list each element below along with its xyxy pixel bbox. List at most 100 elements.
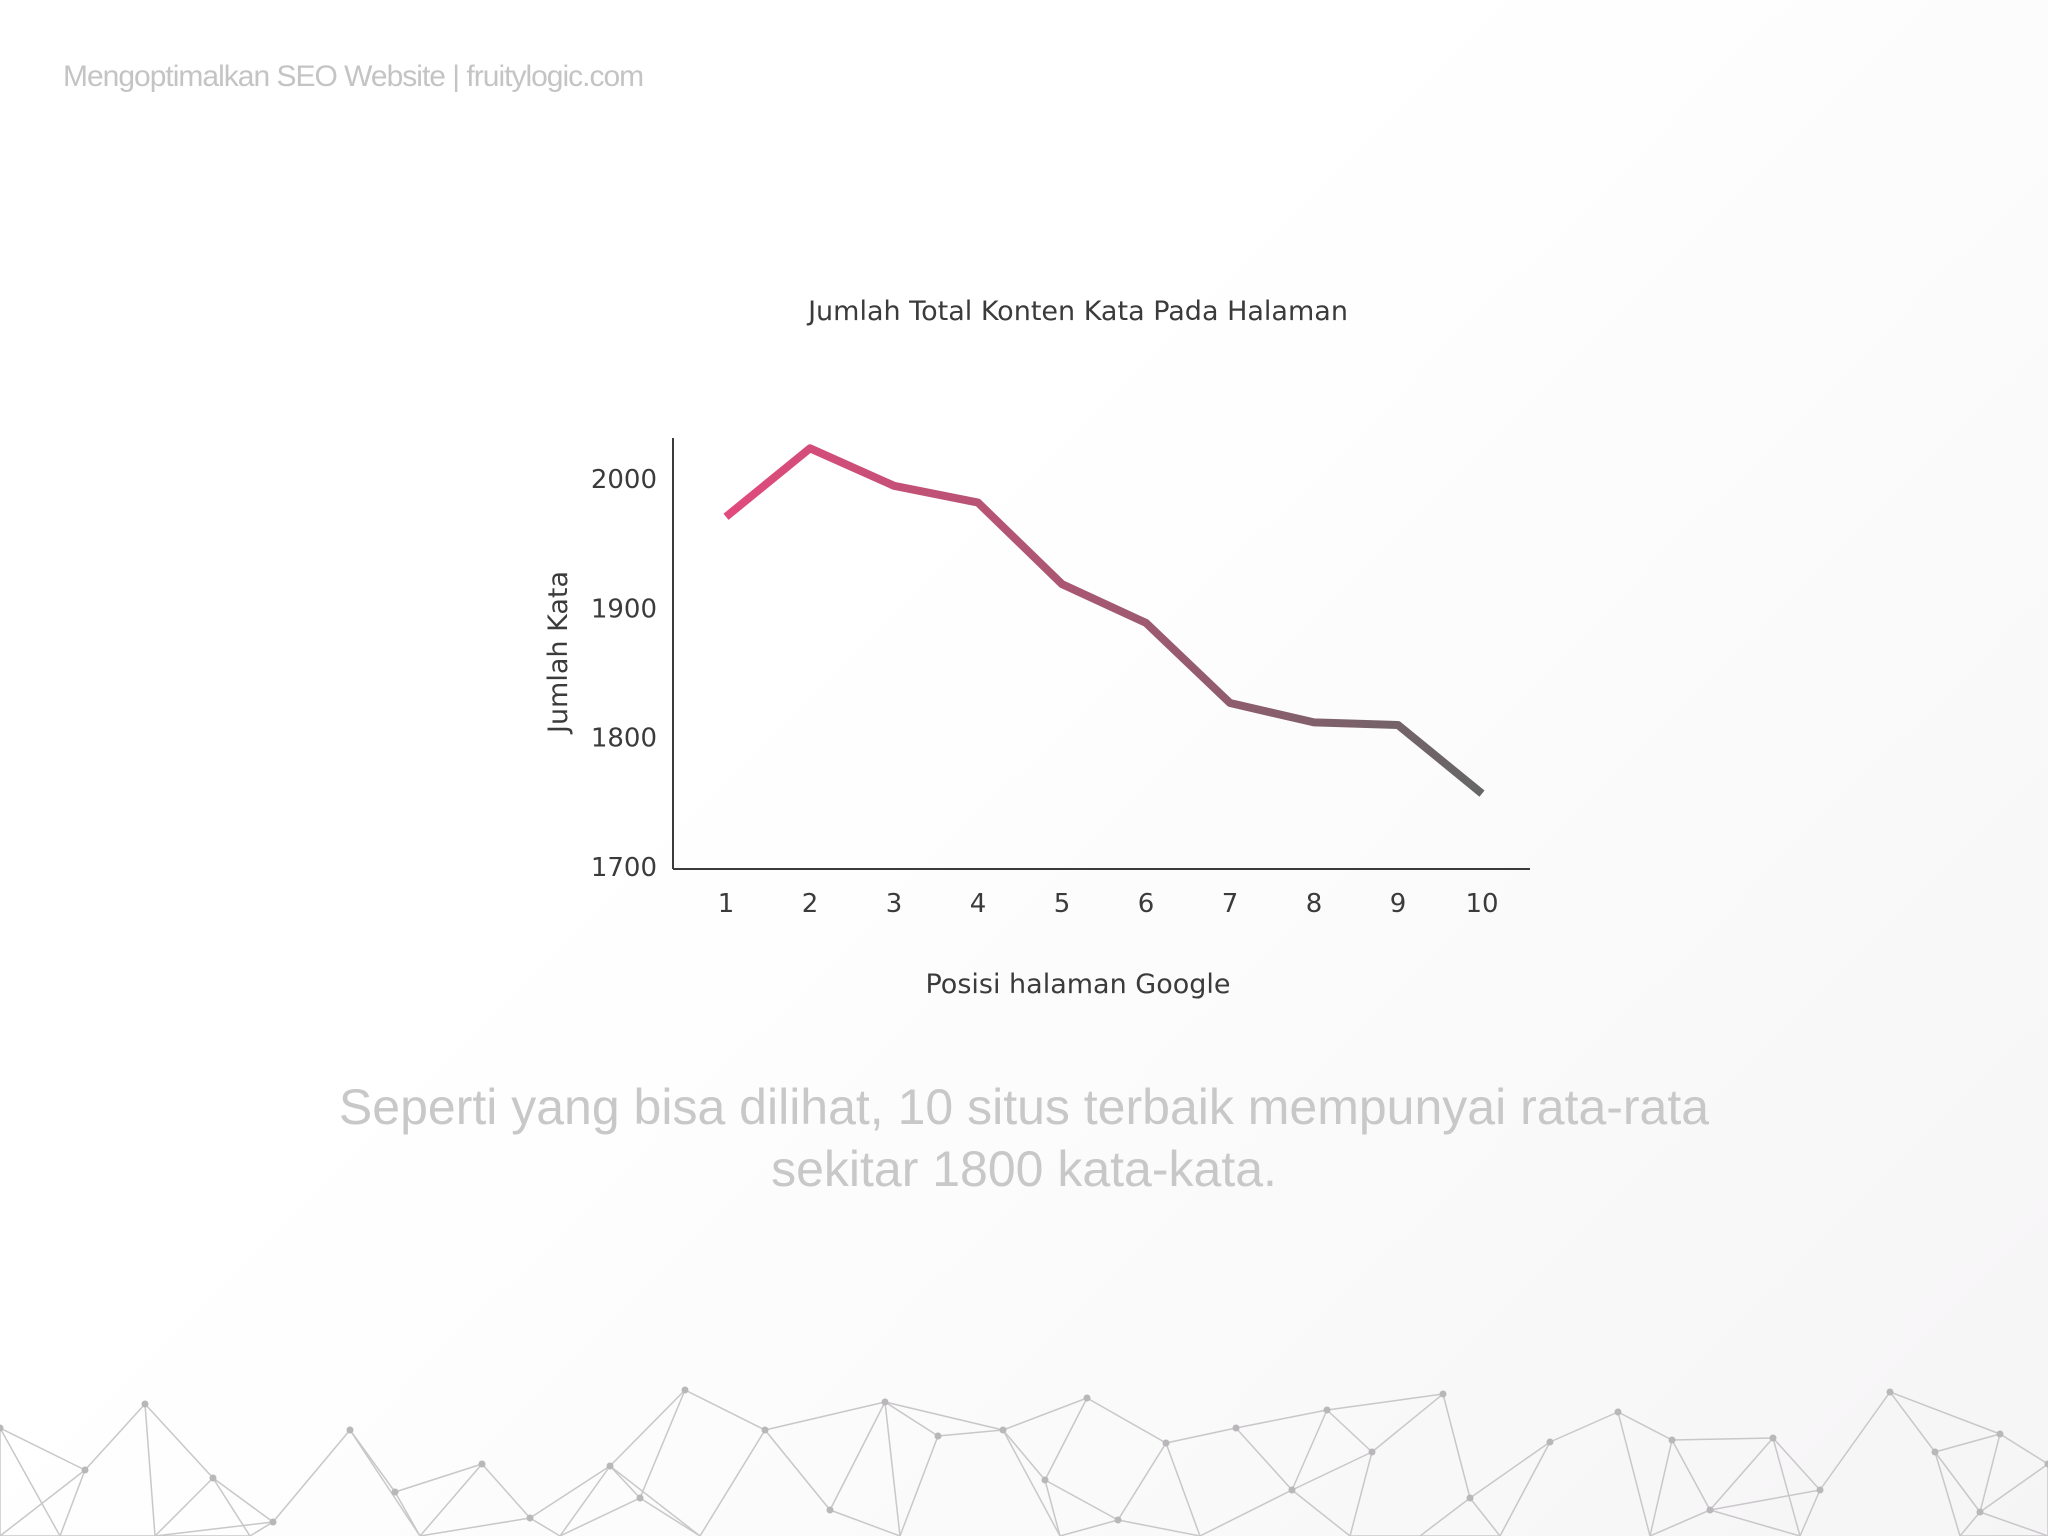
- mesh-node: [141, 1400, 149, 1408]
- mesh-edge: [639, 1389, 686, 1499]
- mesh-edge: [272, 1429, 351, 1523]
- mesh-edge: [699, 1429, 766, 1536]
- mesh-edge: [1044, 1397, 1088, 1481]
- y-tick-label: 1900: [591, 594, 657, 624]
- mesh-edge: [1326, 1393, 1444, 1411]
- mesh-edge: [1469, 1441, 1551, 1499]
- mesh-node: [826, 1506, 834, 1514]
- mesh-edge: [394, 1491, 421, 1536]
- mesh-edge: [1349, 1451, 1373, 1536]
- mesh-edge: [1044, 1479, 1119, 1521]
- y-tick-label: 2000: [591, 465, 657, 495]
- mesh-edge: [764, 1429, 831, 1511]
- mesh-node: [999, 1426, 1007, 1434]
- x-tick-label: 3: [886, 889, 903, 919]
- decorative-mesh: [0, 1386, 2048, 1536]
- x-tick-label: 1: [718, 889, 735, 919]
- mesh-node: [1976, 1508, 1984, 1516]
- x-tick-label: 4: [970, 889, 987, 919]
- mesh-node: [209, 1474, 217, 1482]
- mesh-edge: [884, 1401, 901, 1536]
- mesh-edge: [609, 1465, 641, 1499]
- mesh-edge: [154, 1521, 274, 1536]
- mesh-node: [526, 1514, 534, 1522]
- mesh-edge: [1959, 1511, 1981, 1536]
- mesh-edge: [1059, 1519, 1119, 1536]
- mesh-node: [478, 1460, 486, 1468]
- mesh-edge: [609, 1389, 686, 1467]
- mesh-edge: [937, 1429, 1004, 1437]
- mesh-node: [1368, 1448, 1376, 1456]
- chart-title: Jumlah Total Konten Kata Pada Halaman: [808, 296, 1348, 327]
- mesh-edge: [144, 1403, 214, 1479]
- y-tick-label: 1700: [591, 853, 657, 883]
- mesh-edge: [1291, 1409, 1328, 1491]
- mesh-node: [1439, 1390, 1447, 1398]
- mesh-edge: [1772, 1437, 1821, 1491]
- caption-line-1: Seperti yang bisa dilihat, 10 situs terb…: [338, 1079, 1710, 1135]
- caption: Seperti yang bisa dilihat, 10 situs terb…: [0, 1076, 2048, 1200]
- mesh-node: [1996, 1430, 2004, 1438]
- mesh-edge: [154, 1477, 214, 1536]
- mesh-edge: [1549, 1411, 1619, 1443]
- mesh-node: [1769, 1434, 1777, 1442]
- mesh-edge: [1889, 1391, 2001, 1435]
- mesh-edge: [1469, 1497, 1501, 1536]
- mesh-node: [934, 1432, 942, 1440]
- mesh-edge: [884, 1401, 1004, 1431]
- mesh-edge: [249, 1521, 274, 1536]
- mesh-edge: [1165, 1427, 1237, 1444]
- mesh-edge: [1199, 1489, 1293, 1536]
- mesh-edge: [1499, 1441, 1551, 1536]
- mesh-edge: [349, 1429, 421, 1536]
- mesh-edge: [1002, 1397, 1088, 1431]
- mesh-edge: [1772, 1437, 1801, 1536]
- mesh-node: [1886, 1388, 1894, 1396]
- mesh-edge: [394, 1463, 483, 1493]
- mesh-edge: [1934, 1451, 1981, 1513]
- mesh-node: [1546, 1438, 1554, 1446]
- mesh-edge: [684, 1389, 766, 1431]
- mesh-edge: [1442, 1393, 1471, 1499]
- mesh-edge: [59, 1469, 86, 1536]
- mesh-edge: [481, 1463, 531, 1519]
- mesh-edge: [1086, 1397, 1167, 1444]
- mesh-edge: [1371, 1393, 1444, 1453]
- mesh-edge: [419, 1463, 483, 1536]
- mesh-edge: [1002, 1429, 1061, 1536]
- mesh-edge: [1291, 1489, 1351, 1536]
- mesh-node: [1323, 1406, 1331, 1414]
- mesh-edge: [1709, 1509, 1801, 1536]
- mesh-node: [1041, 1476, 1049, 1484]
- caption-line-2: sekitar 1800 kata-kata.: [771, 1141, 1277, 1197]
- x-tick-label: 9: [1390, 889, 1407, 919]
- mesh-node: [761, 1426, 769, 1434]
- mesh-edge: [1044, 1479, 1061, 1536]
- mesh-edge: [419, 1517, 531, 1536]
- mesh-edge: [0, 1427, 86, 1471]
- mesh-edge: [1979, 1463, 2048, 1513]
- y-tick-label: 1800: [591, 724, 657, 754]
- mesh-edge: [1934, 1433, 2001, 1453]
- mesh-edge: [1799, 1489, 1821, 1536]
- mesh-edge: [529, 1465, 611, 1519]
- mesh-edge: [212, 1477, 251, 1536]
- mesh-node: [881, 1398, 889, 1406]
- mesh-edge: [529, 1517, 561, 1536]
- mesh-edge: [884, 1401, 939, 1437]
- x-tick-label: 5: [1054, 889, 1071, 919]
- mesh-node: [391, 1488, 399, 1496]
- mesh-edge: [1617, 1411, 1673, 1441]
- x-tick-label: 7: [1222, 889, 1239, 919]
- mesh-edge: [1235, 1409, 1328, 1429]
- x-tick-label: 10: [1465, 889, 1498, 919]
- mesh-edge: [1165, 1442, 1201, 1536]
- mesh-node: [1288, 1486, 1296, 1494]
- x-tick-label: 8: [1306, 889, 1323, 919]
- mesh-node: [1614, 1408, 1622, 1416]
- mesh-edge: [144, 1403, 156, 1536]
- mesh-node: [1083, 1394, 1091, 1402]
- mesh-node: [269, 1518, 277, 1526]
- mesh-node: [1931, 1448, 1939, 1456]
